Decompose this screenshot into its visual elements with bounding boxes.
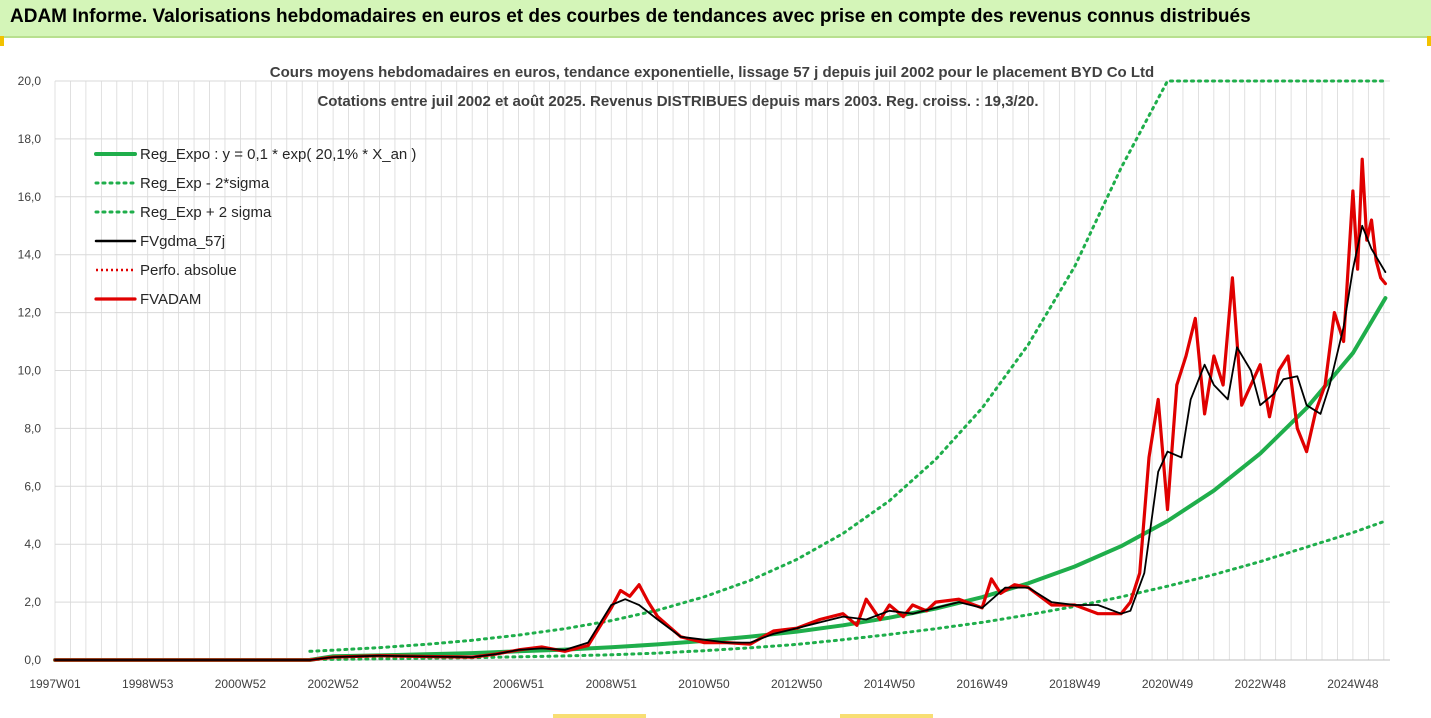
x-tick-label: 2024W48	[1327, 677, 1379, 691]
x-tick-label: 1998W53	[122, 677, 174, 691]
series-line-fvgdma	[54, 224, 1387, 661]
legend-label-lower: Reg_Exp - 2*sigma	[140, 175, 270, 192]
y-tick-label: 8,0	[24, 421, 41, 435]
chart-grid	[54, 80, 1390, 661]
bottom-marker-left	[553, 714, 646, 718]
x-tick-label: 2016W49	[956, 677, 1008, 691]
x-tick-label: 2008W51	[586, 677, 638, 691]
legend-label-fvadam: FVADAM	[140, 291, 201, 308]
series-line-lower	[308, 519, 1387, 661]
x-tick-label: 2012W50	[771, 677, 823, 691]
x-tick-label: 2014W50	[864, 677, 916, 691]
y-tick-label: 12,0	[18, 306, 42, 320]
y-tick-label: 6,0	[24, 479, 41, 493]
series-line-fvadam	[53, 157, 1388, 662]
page-title: ADAM Informe. Valorisations hebdomadaire…	[10, 6, 1251, 27]
x-tick-label: 2000W52	[215, 677, 267, 691]
legend-label-reg-expo: Reg_Expo : y = 0,1 * exp( 20,1% * X_an )	[140, 146, 416, 163]
series-line-upper	[308, 79, 1387, 653]
chart: 0,02,04,06,08,010,012,014,016,018,020,0 …	[18, 64, 1390, 691]
corner-marker-right	[1427, 36, 1431, 46]
x-tick-label: 2022W48	[1235, 677, 1287, 691]
x-tick-label: 2010W50	[678, 677, 730, 691]
x-tick-label: 2002W52	[307, 677, 359, 691]
corner-marker-left	[0, 36, 4, 46]
legend-label-fvgdma: FVgdma_57j	[140, 233, 225, 250]
header-bar: ADAM Informe. Valorisations hebdomadaire…	[0, 0, 1431, 38]
legend-label-perfo: Perfo. absolue	[140, 262, 237, 279]
y-axis-ticks: 0,0 2,0 4,0 6,0 8,0 10,0 12,0 14,0 16,0 18,0 20,0	[18, 74, 42, 667]
y-tick-label: 16,0	[18, 190, 42, 204]
x-tick-label: 2018W49	[1049, 677, 1101, 691]
y-tick-label: 20,0	[18, 74, 42, 88]
chart-legend: Reg_Expo : y = 0,1 * exp( 20,1% * X_an )…	[94, 146, 416, 308]
x-axis-ticks: 1997W01 1998W53 2000W52 2002W52 2004W52 2006W…	[29, 677, 1379, 691]
x-tick-label: 2004W52	[400, 677, 452, 691]
x-tick-label: 1997W01	[29, 677, 81, 691]
chart-series	[53, 79, 1388, 662]
chart-title: Cours moyens hebdomadaires en euros, ten…	[270, 64, 1154, 81]
y-tick-label: 14,0	[18, 248, 42, 262]
chart-subtitle: Cotations entre juil 2002 et août 2025. …	[317, 93, 1038, 110]
series-line-reg-expo	[53, 296, 1388, 662]
y-tick-label: 2,0	[24, 595, 41, 609]
y-tick-label: 0,0	[24, 653, 41, 667]
y-tick-label: 4,0	[24, 537, 41, 551]
legend-label-upper: Reg_Exp + 2 sigma	[140, 204, 272, 221]
x-tick-label: 2020W49	[1142, 677, 1194, 691]
y-tick-label: 18,0	[18, 132, 42, 146]
bottom-marker-right	[840, 714, 933, 718]
x-tick-label: 2006W51	[493, 677, 545, 691]
y-tick-label: 10,0	[18, 364, 42, 378]
